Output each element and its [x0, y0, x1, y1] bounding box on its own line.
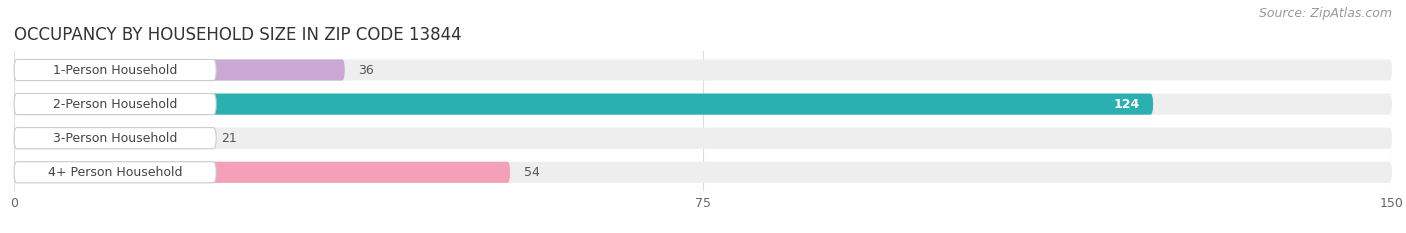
- FancyBboxPatch shape: [14, 162, 1392, 183]
- Text: 36: 36: [359, 64, 374, 76]
- FancyBboxPatch shape: [14, 59, 344, 81]
- FancyBboxPatch shape: [14, 128, 217, 149]
- Text: 1-Person Household: 1-Person Household: [53, 64, 177, 76]
- FancyBboxPatch shape: [14, 128, 207, 149]
- FancyBboxPatch shape: [14, 162, 510, 183]
- Text: 4+ Person Household: 4+ Person Household: [48, 166, 183, 179]
- Text: 54: 54: [524, 166, 540, 179]
- FancyBboxPatch shape: [14, 93, 1153, 115]
- FancyBboxPatch shape: [14, 59, 217, 81]
- Text: Source: ZipAtlas.com: Source: ZipAtlas.com: [1258, 7, 1392, 20]
- Text: OCCUPANCY BY HOUSEHOLD SIZE IN ZIP CODE 13844: OCCUPANCY BY HOUSEHOLD SIZE IN ZIP CODE …: [14, 26, 461, 44]
- Text: 124: 124: [1114, 98, 1139, 111]
- FancyBboxPatch shape: [14, 162, 217, 183]
- Text: 3-Person Household: 3-Person Household: [53, 132, 177, 145]
- FancyBboxPatch shape: [14, 128, 1392, 149]
- FancyBboxPatch shape: [14, 93, 1392, 115]
- Text: 2-Person Household: 2-Person Household: [53, 98, 177, 111]
- FancyBboxPatch shape: [14, 59, 1392, 81]
- Text: 21: 21: [221, 132, 236, 145]
- FancyBboxPatch shape: [14, 93, 217, 115]
